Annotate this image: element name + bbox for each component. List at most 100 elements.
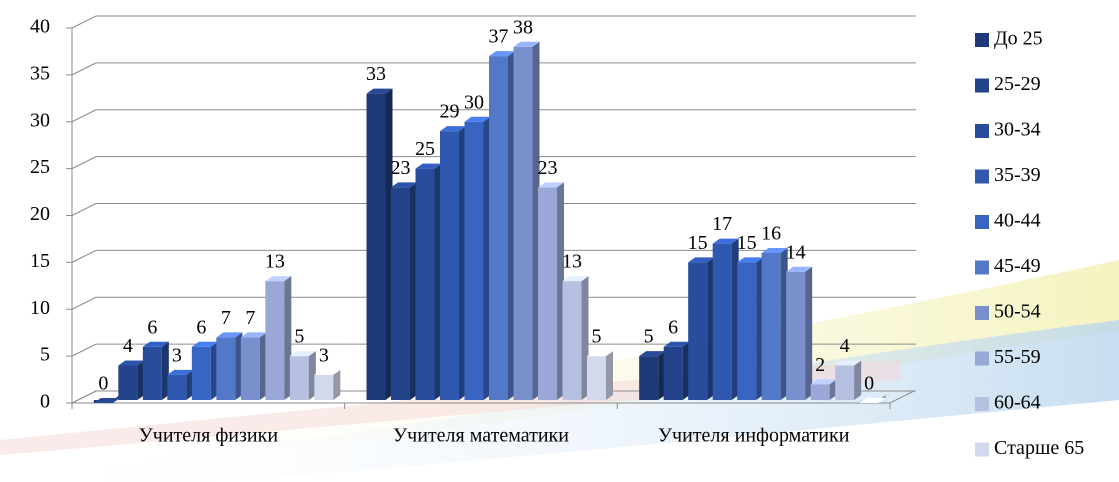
bar-group — [688, 257, 715, 400]
bar-top — [142, 341, 169, 347]
bar — [761, 253, 781, 400]
bar-side — [235, 332, 243, 400]
bar-side — [333, 369, 341, 400]
bar-group — [835, 360, 862, 400]
legend-swatch — [975, 33, 989, 47]
bar — [391, 187, 410, 400]
bar-side — [707, 257, 715, 400]
bar-top — [663, 341, 690, 347]
bar-top — [761, 248, 788, 253]
bar — [663, 346, 683, 400]
bar-side — [854, 360, 862, 400]
bar-side — [161, 341, 169, 400]
bar-side — [780, 248, 788, 400]
bar — [639, 356, 659, 400]
value-label: 29 — [440, 101, 460, 123]
bar-top — [240, 332, 267, 338]
value-label: 3 — [319, 344, 329, 366]
bar-side — [434, 163, 442, 400]
y-tick-label: 0 — [40, 391, 50, 413]
value-label: 6 — [668, 316, 678, 338]
legend-label: 55-59 — [994, 346, 1041, 368]
value-label: 15 — [737, 232, 757, 254]
bar-group — [391, 182, 417, 400]
value-label: 6 — [196, 316, 206, 338]
bar-group — [314, 369, 341, 400]
bar-side — [658, 351, 666, 400]
bar — [513, 46, 533, 400]
bar-side — [682, 341, 690, 400]
legend-swatch — [975, 169, 989, 184]
bar — [489, 56, 508, 400]
legend-label: 45-49 — [994, 255, 1041, 277]
y-tick-label: 10 — [30, 297, 50, 319]
legend-label: 25-29 — [994, 73, 1041, 95]
bar — [737, 262, 757, 400]
legend-label: До 25 — [994, 28, 1043, 50]
bar-top — [712, 238, 739, 244]
grid-line-side — [71, 109, 97, 123]
bar — [289, 356, 309, 400]
bar — [118, 365, 138, 400]
bar-group — [810, 379, 837, 400]
bar-top — [810, 379, 837, 385]
bar — [415, 168, 435, 400]
legend-label: Старше 65 — [994, 437, 1084, 459]
bar-side — [459, 126, 466, 400]
bar-side — [259, 332, 267, 400]
bar-top — [688, 257, 715, 263]
value-label: 5 — [592, 326, 602, 348]
bar-top — [464, 116, 491, 122]
bar-group — [191, 341, 218, 400]
bar-group — [289, 351, 316, 400]
bar-side — [606, 351, 613, 400]
value-label: 0 — [864, 373, 874, 395]
bar — [835, 365, 855, 400]
bar-group — [440, 126, 466, 400]
legend-swatch — [975, 78, 989, 93]
grid-line-side — [71, 343, 97, 357]
bar-group — [366, 88, 393, 400]
value-label: 3 — [172, 344, 182, 366]
value-label: 2 — [815, 354, 825, 376]
grid-line-side — [71, 296, 97, 310]
legend-swatch — [975, 215, 989, 229]
bar-top — [562, 276, 589, 282]
legend-swatch — [975, 306, 989, 320]
bar-side — [581, 276, 589, 400]
legend-label: 35-39 — [994, 164, 1041, 186]
bar — [167, 374, 187, 400]
bar-top — [216, 332, 243, 338]
bar — [191, 346, 211, 400]
bar-top — [538, 182, 564, 188]
bar-group — [142, 341, 169, 400]
bar-group — [118, 360, 145, 400]
bar-top — [118, 360, 145, 366]
legend-swatch — [975, 442, 989, 457]
bar — [314, 374, 334, 400]
value-label: 7 — [245, 307, 255, 329]
bar-side — [829, 379, 837, 400]
bar-group — [538, 182, 564, 400]
bar — [538, 187, 557, 400]
bar-side — [137, 360, 145, 400]
bar-top — [835, 360, 862, 366]
bar-group — [265, 276, 292, 400]
x-tick-label: Учителя математики — [393, 425, 569, 447]
y-tick-label: 35 — [30, 62, 50, 84]
bar-side — [210, 341, 218, 400]
bar-side — [308, 351, 316, 400]
bar-group — [489, 51, 515, 400]
bar-top — [265, 276, 292, 282]
bar-side — [805, 266, 813, 400]
bar-top — [587, 351, 613, 357]
bar-group — [562, 276, 589, 400]
bar-top — [737, 257, 764, 263]
bar-top — [314, 369, 341, 375]
bar-top — [289, 351, 316, 357]
value-label: 38 — [513, 16, 533, 38]
bar-side — [186, 369, 194, 400]
bar-side — [731, 238, 739, 400]
value-label: 6 — [147, 316, 157, 338]
